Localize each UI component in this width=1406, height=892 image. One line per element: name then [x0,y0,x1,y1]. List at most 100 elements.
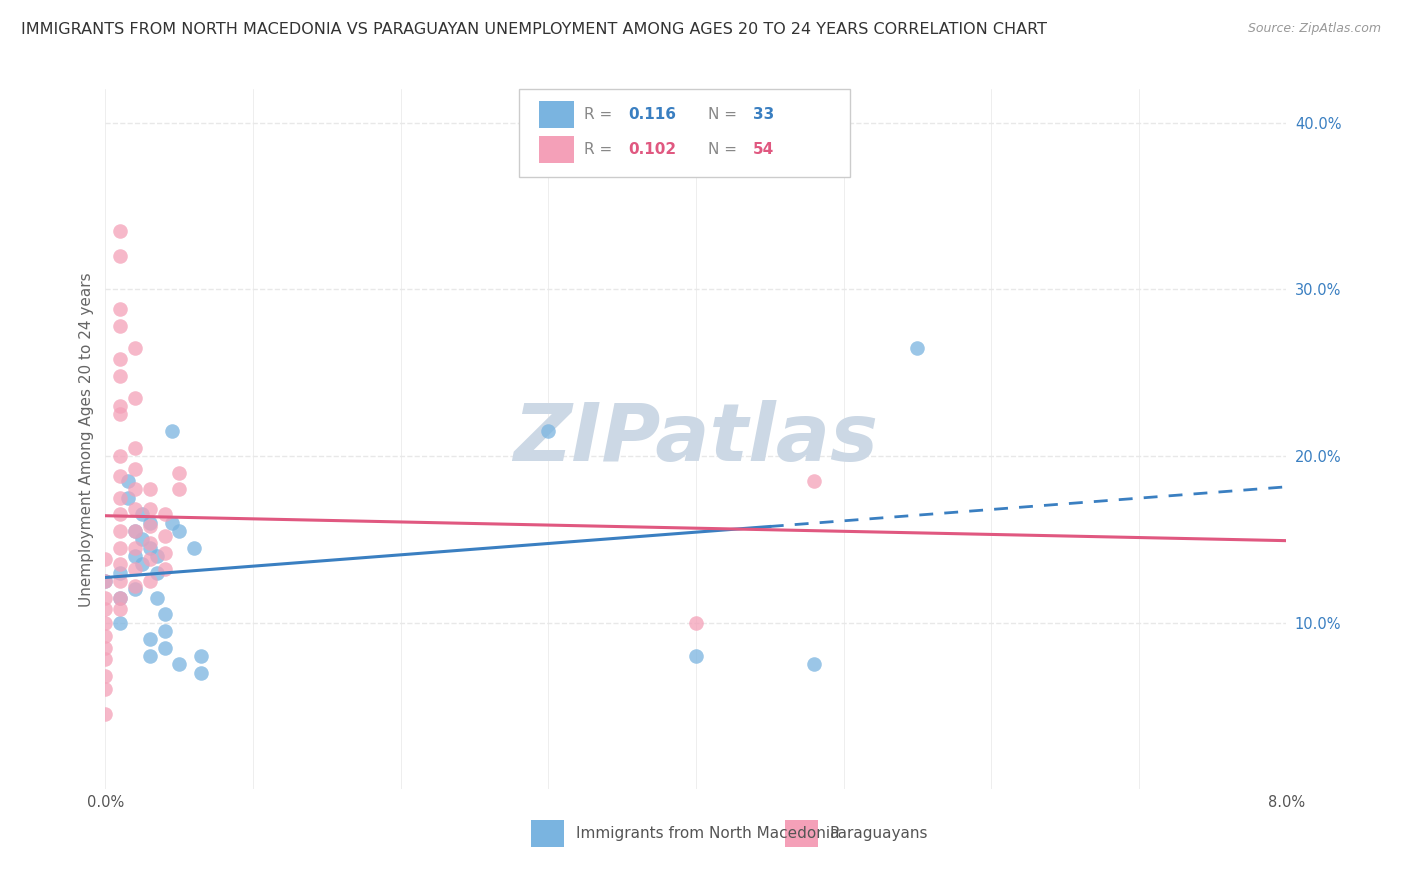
Point [124,549,146,563]
Point [146,549,169,563]
Point [94,669,117,683]
Point [124,524,146,538]
Point [110,524,132,538]
Point [110,449,132,463]
Point [94,682,117,697]
Point [169,657,191,672]
Point [169,524,191,538]
Text: N =: N = [707,142,741,157]
Point [94,629,117,643]
Point [124,579,146,593]
Point [153,640,176,655]
Point [803,474,825,488]
Point [94,574,117,588]
Point [124,502,146,516]
Point [94,640,117,655]
Point [131,558,153,572]
Point [124,562,146,576]
Point [110,407,132,421]
Point [110,602,132,616]
Text: R =: R = [583,142,617,157]
Point [169,483,191,497]
Point [138,632,162,647]
Point [124,462,146,476]
Point [190,648,212,663]
Point [153,624,176,638]
Point [537,424,560,438]
Point [124,483,146,497]
Point [110,399,132,413]
Point [146,566,169,580]
Point [94,707,117,722]
Point [124,341,146,355]
Y-axis label: Unemployment Among Ages 20 to 24 years: Unemployment Among Ages 20 to 24 years [79,272,94,607]
Point [94,552,117,566]
Point [138,516,162,530]
Point [160,516,183,530]
Point [907,341,929,355]
Text: Source: ZipAtlas.com: Source: ZipAtlas.com [1247,22,1381,36]
Point [110,591,132,605]
Point [685,615,707,630]
Text: Immigrants from North Macedonia: Immigrants from North Macedonia [575,826,839,841]
Point [131,508,153,522]
Point [124,441,146,455]
Point [94,602,117,616]
Point [110,566,132,580]
Point [110,249,132,263]
Bar [538,136,574,162]
Bar [785,821,818,847]
Point [110,224,132,238]
Point [110,541,132,555]
Point [110,615,132,630]
Point [110,368,132,383]
Point [153,562,176,576]
Point [146,591,169,605]
Point [124,524,146,538]
Point [131,533,153,547]
Text: R =: R = [583,107,617,122]
Point [153,546,176,560]
Point [94,652,117,666]
Point [138,552,162,566]
Text: 0.116: 0.116 [628,107,676,122]
Point [169,466,191,480]
Text: 33: 33 [752,107,773,122]
Text: ZIPatlas: ZIPatlas [513,401,879,478]
Bar [538,101,574,128]
Point [110,352,132,367]
Point [153,607,176,622]
Point [183,541,205,555]
Point [94,574,117,588]
Text: 0.102: 0.102 [628,142,676,157]
Point [138,541,162,555]
Point [110,302,132,317]
Point [124,391,146,405]
Bar [530,821,564,847]
Point [803,657,825,672]
Text: 54: 54 [752,142,773,157]
Point [94,615,117,630]
Point [110,491,132,505]
Point [138,519,162,533]
Point [110,318,132,333]
Text: N =: N = [707,107,741,122]
FancyBboxPatch shape [519,89,849,177]
Point [110,508,132,522]
Point [117,491,139,505]
Point [138,574,162,588]
Point [110,591,132,605]
Point [138,648,162,663]
Point [94,591,117,605]
Point [138,502,162,516]
Point [685,648,707,663]
Point [110,558,132,572]
Point [138,483,162,497]
Point [138,535,162,549]
Point [190,665,212,680]
Point [124,541,146,555]
Point [110,574,132,588]
Point [110,469,132,483]
Point [153,508,176,522]
Point [117,474,139,488]
